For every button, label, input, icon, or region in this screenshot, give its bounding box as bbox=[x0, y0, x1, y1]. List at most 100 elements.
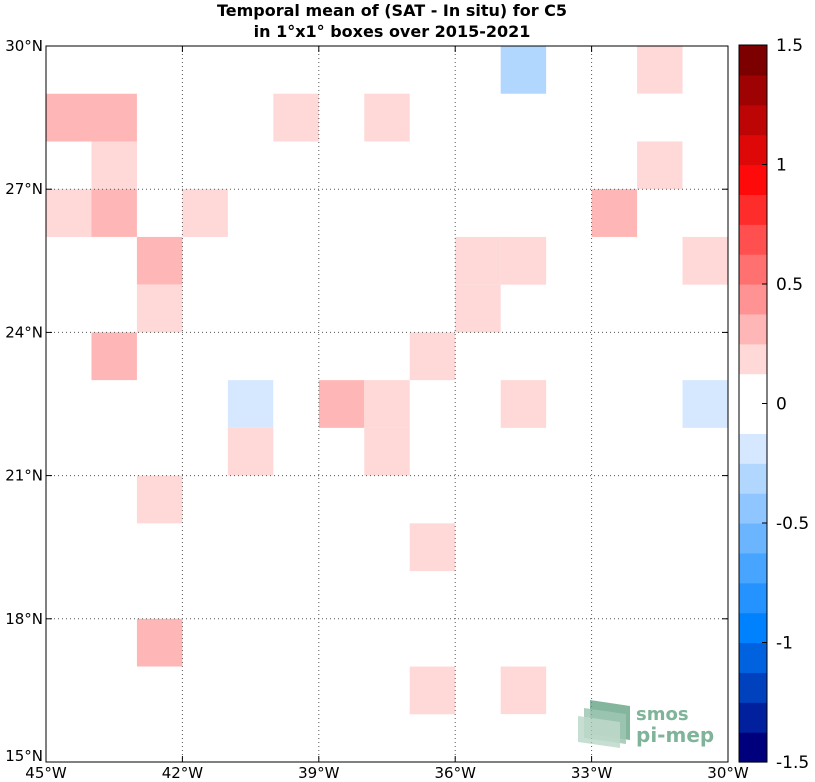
heatmap-cell bbox=[364, 93, 410, 142]
y-tick-label: 24°N bbox=[5, 323, 43, 341]
heatmap-cell bbox=[591, 332, 638, 381]
heatmap-cell bbox=[455, 618, 501, 667]
heatmap-cell bbox=[182, 46, 228, 94]
heatmap-cell bbox=[500, 332, 547, 381]
heatmap-cell bbox=[227, 380, 274, 428]
title-line-2: in 1°x1° boxes over 2015-2021 bbox=[254, 22, 531, 41]
colorbar-bin bbox=[739, 702, 767, 733]
colorbar-bin bbox=[739, 74, 767, 106]
y-tick-label: 18°N bbox=[5, 610, 43, 628]
heatmap-cell bbox=[227, 93, 274, 142]
heatmap-cell bbox=[91, 141, 137, 190]
heatmap-cell bbox=[500, 46, 547, 94]
colorbar-bin bbox=[739, 642, 767, 673]
heatmap-cell bbox=[409, 332, 456, 381]
colorbar-bin bbox=[739, 552, 767, 584]
heatmap-cell bbox=[682, 618, 728, 667]
heatmap-cell bbox=[637, 46, 683, 94]
colorbar-bin bbox=[739, 523, 767, 554]
y-tick-label: 15°N bbox=[5, 747, 43, 765]
colorbar-bin bbox=[739, 373, 767, 405]
colorbar-bin bbox=[739, 224, 767, 255]
heatmap-cell bbox=[500, 666, 547, 715]
heatmap-cell bbox=[409, 523, 456, 572]
colorbar-bin bbox=[739, 164, 767, 195]
gridlines bbox=[46, 46, 728, 762]
heatmap-cell bbox=[682, 475, 728, 524]
heatmap-cell bbox=[318, 332, 365, 381]
heatmap-cell bbox=[91, 332, 137, 381]
heatmap-cell bbox=[273, 380, 319, 428]
heatmap-cell bbox=[591, 380, 638, 428]
colorbar-tick-label: 0.5 bbox=[776, 275, 803, 295]
colorbar-bin bbox=[739, 403, 767, 434]
heatmap-cell bbox=[546, 523, 592, 572]
heatmap-cell bbox=[136, 618, 183, 667]
colorbar-tick-label: -0.5 bbox=[776, 514, 809, 534]
colorbar-bin bbox=[739, 134, 767, 166]
smos-pimep-logo: smos pi-mep bbox=[578, 700, 714, 748]
title-line-1: Temporal mean of (SAT - In situ) for C5 bbox=[217, 1, 567, 20]
heatmap-cell bbox=[136, 284, 183, 333]
heatmap-cell bbox=[455, 236, 501, 285]
heatmap-cell bbox=[91, 189, 137, 237]
heatmap-cell bbox=[91, 523, 137, 572]
colorbar-bin bbox=[739, 45, 767, 76]
colorbar-tick-label: 1 bbox=[776, 156, 787, 176]
heatmap-cell bbox=[682, 236, 728, 285]
x-tick-label: 45°W bbox=[25, 764, 67, 782]
colorbar-bin bbox=[739, 582, 767, 614]
heatmap-cell bbox=[500, 236, 547, 285]
x-tick-label: 33°W bbox=[571, 764, 613, 782]
colorbar-bin bbox=[739, 463, 767, 494]
colorbar-bin bbox=[739, 672, 767, 703]
heatmap-cell bbox=[682, 141, 728, 190]
colorbar-bin bbox=[739, 194, 767, 225]
heatmap-cell bbox=[637, 141, 683, 190]
colorbar-tick-label: -1.5 bbox=[776, 753, 809, 773]
x-tick-label: 36°W bbox=[434, 764, 476, 782]
heatmap-cell bbox=[46, 93, 92, 142]
heatmap-cell bbox=[136, 236, 183, 285]
heatmap-cell bbox=[409, 666, 456, 715]
y-tick-label: 21°N bbox=[5, 467, 43, 485]
colorbar-bin bbox=[739, 313, 767, 345]
colorbar-bin bbox=[739, 254, 767, 285]
x-tick-label: 42°W bbox=[162, 764, 204, 782]
y-axis-ticks: 30°N 27°N 24°N 21°N 18°N 15°N bbox=[5, 37, 728, 765]
heatmap-cell bbox=[273, 93, 319, 142]
heatmap-cell bbox=[637, 427, 683, 476]
heatmap-cell bbox=[227, 427, 274, 476]
colorbar-tick-label: -1 bbox=[776, 634, 793, 654]
heatmap-cell bbox=[500, 380, 547, 428]
x-tick-label: 39°W bbox=[298, 764, 340, 782]
heatmap-cell bbox=[46, 189, 92, 237]
y-tick-label: 30°N bbox=[5, 37, 43, 55]
heatmap-cell bbox=[637, 523, 683, 572]
heatmap-cell bbox=[591, 189, 638, 237]
y-tick-label: 27°N bbox=[5, 180, 43, 198]
colorbar-bin bbox=[739, 493, 767, 524]
x-tick-label: 30°W bbox=[707, 764, 749, 782]
plot-frame bbox=[45, 45, 729, 763]
heatmap-cell bbox=[273, 475, 319, 524]
heatmap-cell bbox=[637, 93, 683, 142]
colorbar-tick-label: 1.5 bbox=[776, 36, 803, 56]
colorbar-bin bbox=[739, 284, 767, 315]
heatmap-cell bbox=[182, 189, 228, 237]
heatmap-cell bbox=[364, 427, 410, 476]
logo-line-1: smos bbox=[636, 704, 689, 725]
heatmap-cell bbox=[318, 380, 365, 428]
colorbar-bin bbox=[739, 732, 767, 763]
colorbar: 1.5 1 0.5 0 -0.5 -1 -1.5 bbox=[738, 36, 809, 773]
heatmap-cell bbox=[455, 284, 501, 333]
heatmap-cell bbox=[637, 332, 683, 381]
x-axis-ticks: 45°W 42°W 39°W 36°W 33°W 30°W bbox=[25, 46, 749, 782]
logo-mark-icon bbox=[578, 700, 630, 748]
heatmap-cell bbox=[409, 284, 456, 333]
chart-title: Temporal mean of (SAT - In situ) for C5 … bbox=[217, 1, 567, 41]
heatmap-cell bbox=[682, 380, 728, 428]
heatmap-cell bbox=[500, 714, 547, 762]
heatmap-cell bbox=[136, 475, 183, 524]
